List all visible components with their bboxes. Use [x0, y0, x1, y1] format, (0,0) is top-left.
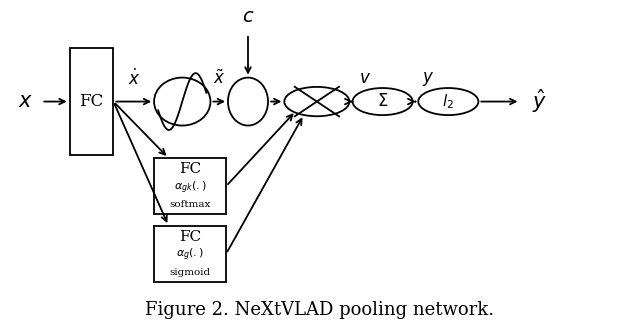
Text: $x$: $x$	[18, 92, 33, 111]
Ellipse shape	[228, 77, 268, 125]
Text: softmax: softmax	[170, 200, 211, 209]
Text: Figure 2. NeXtVLAD pooling network.: Figure 2. NeXtVLAD pooling network.	[145, 301, 495, 319]
Bar	[154, 158, 226, 214]
Text: $\tilde{x}$: $\tilde{x}$	[213, 70, 225, 88]
Circle shape	[353, 88, 413, 115]
Text: $\hat{y}$: $\hat{y}$	[532, 88, 547, 115]
Bar	[70, 48, 113, 155]
Text: $y$: $y$	[422, 70, 435, 88]
Bar	[154, 226, 226, 282]
Text: FC: FC	[179, 162, 201, 176]
Text: $v$: $v$	[359, 71, 371, 87]
Text: $\alpha_{g}(.)$: $\alpha_{g}(.)$	[176, 247, 204, 263]
Text: $\alpha_{gk}(.)$: $\alpha_{gk}(.)$	[174, 179, 206, 195]
Text: $l_2$: $l_2$	[442, 92, 454, 111]
Text: $\dot{x}$: $\dot{x}$	[127, 69, 140, 89]
Ellipse shape	[154, 77, 211, 125]
Text: sigmoid: sigmoid	[170, 268, 211, 277]
Text: FC: FC	[79, 93, 104, 110]
Circle shape	[419, 88, 479, 115]
Text: $c$: $c$	[242, 8, 254, 26]
Circle shape	[284, 87, 349, 116]
Text: $\Sigma$: $\Sigma$	[377, 93, 388, 110]
Text: FC: FC	[179, 230, 201, 244]
